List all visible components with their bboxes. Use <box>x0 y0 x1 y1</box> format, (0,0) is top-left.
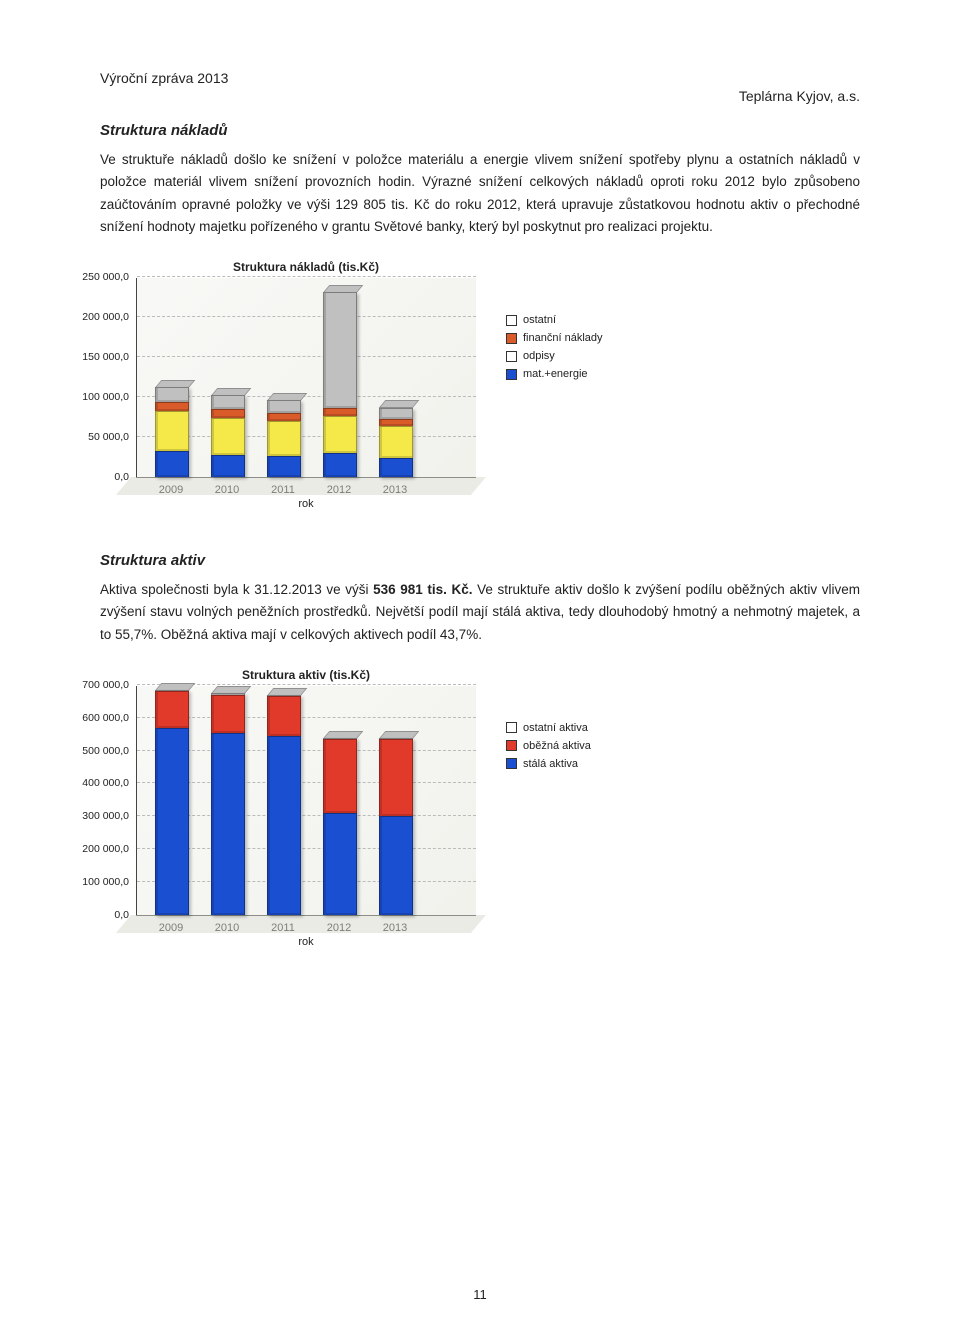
y-tick-label: 0,0 <box>114 471 129 483</box>
legend-swatch <box>506 315 517 326</box>
bar-column <box>379 408 413 478</box>
bar-segment <box>379 408 413 419</box>
y-tick-label: 200 000,0 <box>82 311 129 323</box>
y-tick-label: 0,0 <box>114 909 129 921</box>
legend-item: oběžná aktiva <box>506 740 591 752</box>
bar-segment <box>267 400 301 413</box>
y-tick-label: 250 000,0 <box>82 271 129 283</box>
bar-segment <box>323 813 357 915</box>
legend-label: ostatní <box>523 314 556 326</box>
chart1-floor <box>116 477 486 495</box>
y-tick-label: 500 000,0 <box>82 745 129 757</box>
bar-column <box>323 292 357 477</box>
chart2-yticks: 0,0100 000,0200 000,0300 000,0400 000,05… <box>67 686 133 915</box>
bar-segment <box>267 413 301 421</box>
y-tick-label: 50 000,0 <box>88 431 129 443</box>
y-tick-label: 200 000,0 <box>82 843 129 855</box>
bar-segment <box>155 451 189 477</box>
bar-column <box>323 738 357 915</box>
bar-segment <box>211 418 245 455</box>
bar-column <box>155 387 189 477</box>
legend-label: oběžná aktiva <box>523 740 591 752</box>
legend-swatch <box>506 369 517 380</box>
bar-segment <box>379 739 413 816</box>
legend-item: odpisy <box>506 350 603 362</box>
bar-column <box>267 695 301 915</box>
y-tick-label: 100 000,0 <box>82 391 129 403</box>
section-paragraph-aktiv: Aktiva společnosti byla k 31.12.2013 ve … <box>100 579 860 646</box>
legend-label: odpisy <box>523 350 555 362</box>
bar-segment <box>155 402 189 412</box>
legend-item: ostatní aktiva <box>506 722 591 734</box>
legend-label: finanční náklady <box>523 332 603 344</box>
section-paragraph-naklady: Ve struktuře nákladů došlo ke snížení v … <box>100 149 860 238</box>
legend-swatch <box>506 722 517 733</box>
y-tick-label: 700 000,0 <box>82 679 129 691</box>
bar-segment <box>155 387 189 401</box>
bar-segment <box>267 421 301 456</box>
chart2-legend: ostatní aktiva oběžná aktiva stálá aktiva <box>506 722 591 770</box>
chart2-plot: 0,0100 000,0200 000,0300 000,0400 000,05… <box>136 686 476 916</box>
bar-segment <box>323 292 357 408</box>
bar-column <box>211 693 245 915</box>
bar-segment <box>155 411 189 451</box>
bar-segment <box>211 455 245 477</box>
bar-segment <box>155 691 189 727</box>
bar-segment <box>267 696 301 735</box>
bar-segment <box>211 409 245 418</box>
bar-segment <box>323 453 357 477</box>
bar-segment <box>323 739 357 813</box>
bar-segment <box>379 426 413 458</box>
bar-column <box>155 690 189 915</box>
y-tick-label: 300 000,0 <box>82 810 129 822</box>
chart1-legend: ostatní finanční náklady odpisy mat.+energi… <box>506 314 603 380</box>
chart1-plot: 0,050 000,0100 000,0150 000,0200 000,025… <box>136 278 476 478</box>
bar-segment <box>155 728 189 915</box>
page-header: Výroční zpráva 2013 Teplárna Kyjov, a.s. <box>100 70 860 104</box>
y-tick-label: 100 000,0 <box>82 876 129 888</box>
chart1-xtitle: rok <box>136 498 476 510</box>
bar-column <box>267 400 301 477</box>
bar-segment <box>267 456 301 477</box>
legend-item: stálá aktiva <box>506 758 591 770</box>
section-title-aktiv: Struktura aktiv <box>100 552 860 569</box>
legend-label: stálá aktiva <box>523 758 578 770</box>
section-title-naklady: Struktura nákladů <box>100 122 860 139</box>
bar-segment <box>211 695 245 733</box>
chart2-xtitle: rok <box>136 936 476 948</box>
header-left: Výroční zpráva 2013 <box>100 70 228 104</box>
page-number: 11 <box>0 1287 960 1302</box>
bar-segment <box>211 395 245 409</box>
bar-segment <box>211 733 245 915</box>
bar-segment <box>323 416 357 453</box>
chart2-floor <box>116 915 486 933</box>
y-tick-label: 400 000,0 <box>82 777 129 789</box>
legend-swatch <box>506 333 517 344</box>
legend-item: mat.+energie <box>506 368 603 380</box>
legend-label: ostatní aktiva <box>523 722 588 734</box>
bar-column <box>211 395 245 477</box>
y-tick-label: 150 000,0 <box>82 351 129 363</box>
y-tick-label: 600 000,0 <box>82 712 129 724</box>
legend-swatch <box>506 351 517 362</box>
chart-naklady: Struktura nákladů (tis.Kč) 0,050 000,010… <box>130 254 860 516</box>
chart-aktiv: Struktura aktiv (tis.Kč) 0,0100 000,0200… <box>130 662 860 954</box>
bar-segment <box>379 458 413 477</box>
legend-swatch <box>506 740 517 751</box>
legend-swatch <box>506 758 517 769</box>
chart2-title: Struktura aktiv (tis.Kč) <box>136 668 476 682</box>
bar-segment <box>323 408 357 416</box>
bar-segment <box>379 816 413 915</box>
chart1-yticks: 0,050 000,0100 000,0150 000,0200 000,025… <box>67 278 133 477</box>
legend-item: ostatní <box>506 314 603 326</box>
chart1-title: Struktura nákladů (tis.Kč) <box>136 260 476 274</box>
bold-amount: 536 981 tis. Kč. <box>373 582 472 597</box>
bar-segment <box>267 736 301 915</box>
legend-label: mat.+energie <box>523 368 588 380</box>
legend-item: finanční náklady <box>506 332 603 344</box>
header-right: Teplárna Kyjov, a.s. <box>739 88 860 104</box>
bar-column <box>379 738 413 915</box>
bar-segment <box>379 419 413 426</box>
